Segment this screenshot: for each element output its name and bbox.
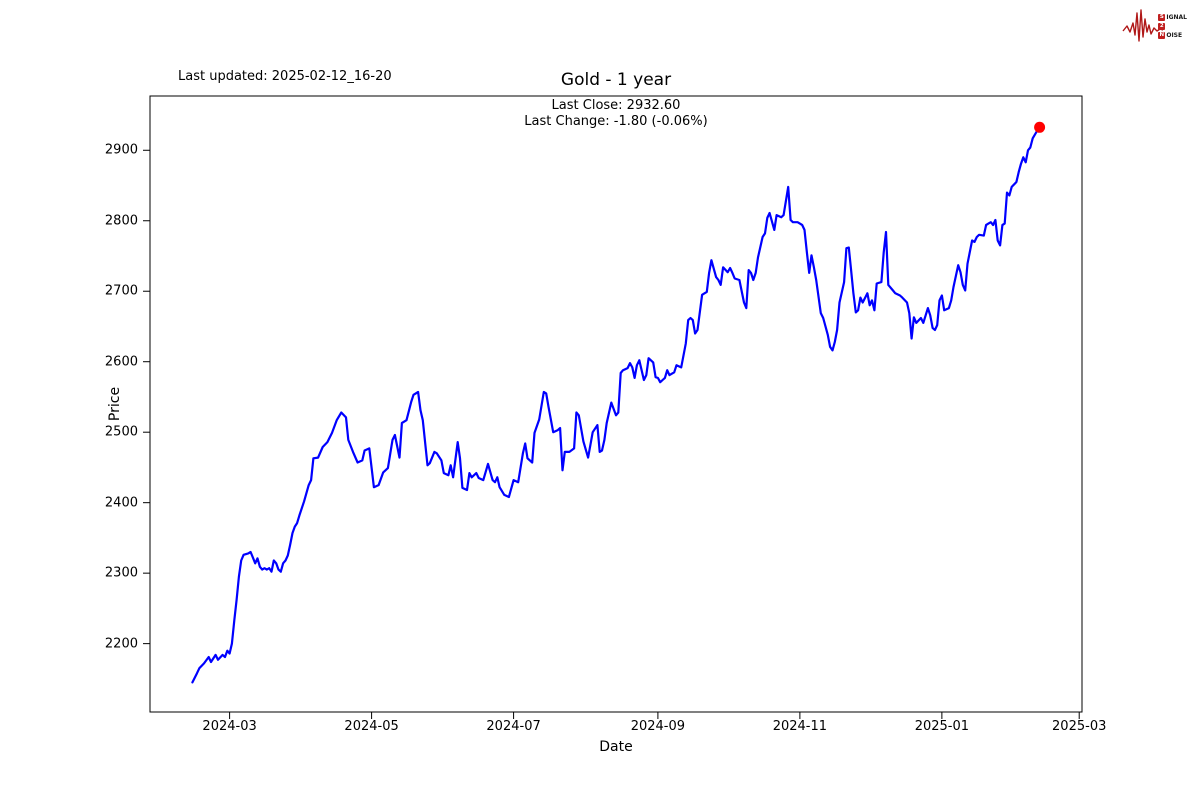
y-tick-label: 2200 [104,636,138,652]
y-axis-tick-labels: 2200 2300 2400 2500 2600 2700 2800 2900 [0,0,138,800]
x-tick-label: 2025-03 [1052,719,1107,734]
waveform-icon [1122,9,1164,42]
chart-frame [149,95,1083,713]
last-updated-text: Last updated: 2025-02-12_16-20 [178,69,392,84]
x-tick-label: 2024-03 [202,719,257,734]
signal2noise-logo: S IGNAL 2 N OISE [1122,4,1194,46]
logo-letter-s: S [1158,14,1166,21]
axis-tick-marks [143,149,1080,719]
logo-letter-2: 2 [1158,23,1166,30]
y-tick-label: 2900 [104,142,138,158]
chart-title: Gold - 1 year [560,70,672,90]
logo-text: S IGNAL 2 N OISE [1158,14,1187,39]
x-tick-label: 2024-09 [630,719,686,734]
x-tick-label: 2024-11 [772,719,828,734]
x-axis-label: Date [599,739,633,755]
x-tick-label: 2024-07 [486,719,541,734]
logo-letter-n: N [1158,32,1166,39]
y-tick-label: 2500 [104,424,138,440]
waveform-line [1122,9,1164,42]
y-tick-label: 2600 [104,354,138,370]
last-price-marker [1034,121,1046,133]
y-tick-label: 2300 [104,565,138,581]
x-tick-label: 2024-05 [344,719,399,734]
y-tick-label: 2400 [104,495,138,511]
last-close-line: Last Close: 2932.60 [551,98,681,113]
last-close-annotation: Last Close: 2932.60 Last Change: -1.80 (… [150,98,1082,130]
last-change-line: Last Change: -1.80 (-0.06%) [524,114,708,129]
y-tick-label: 2700 [104,283,138,299]
x-tick-label: 2025-01 [914,719,970,734]
y-tick-label: 2800 [104,213,138,229]
price-line-series [191,126,1041,684]
